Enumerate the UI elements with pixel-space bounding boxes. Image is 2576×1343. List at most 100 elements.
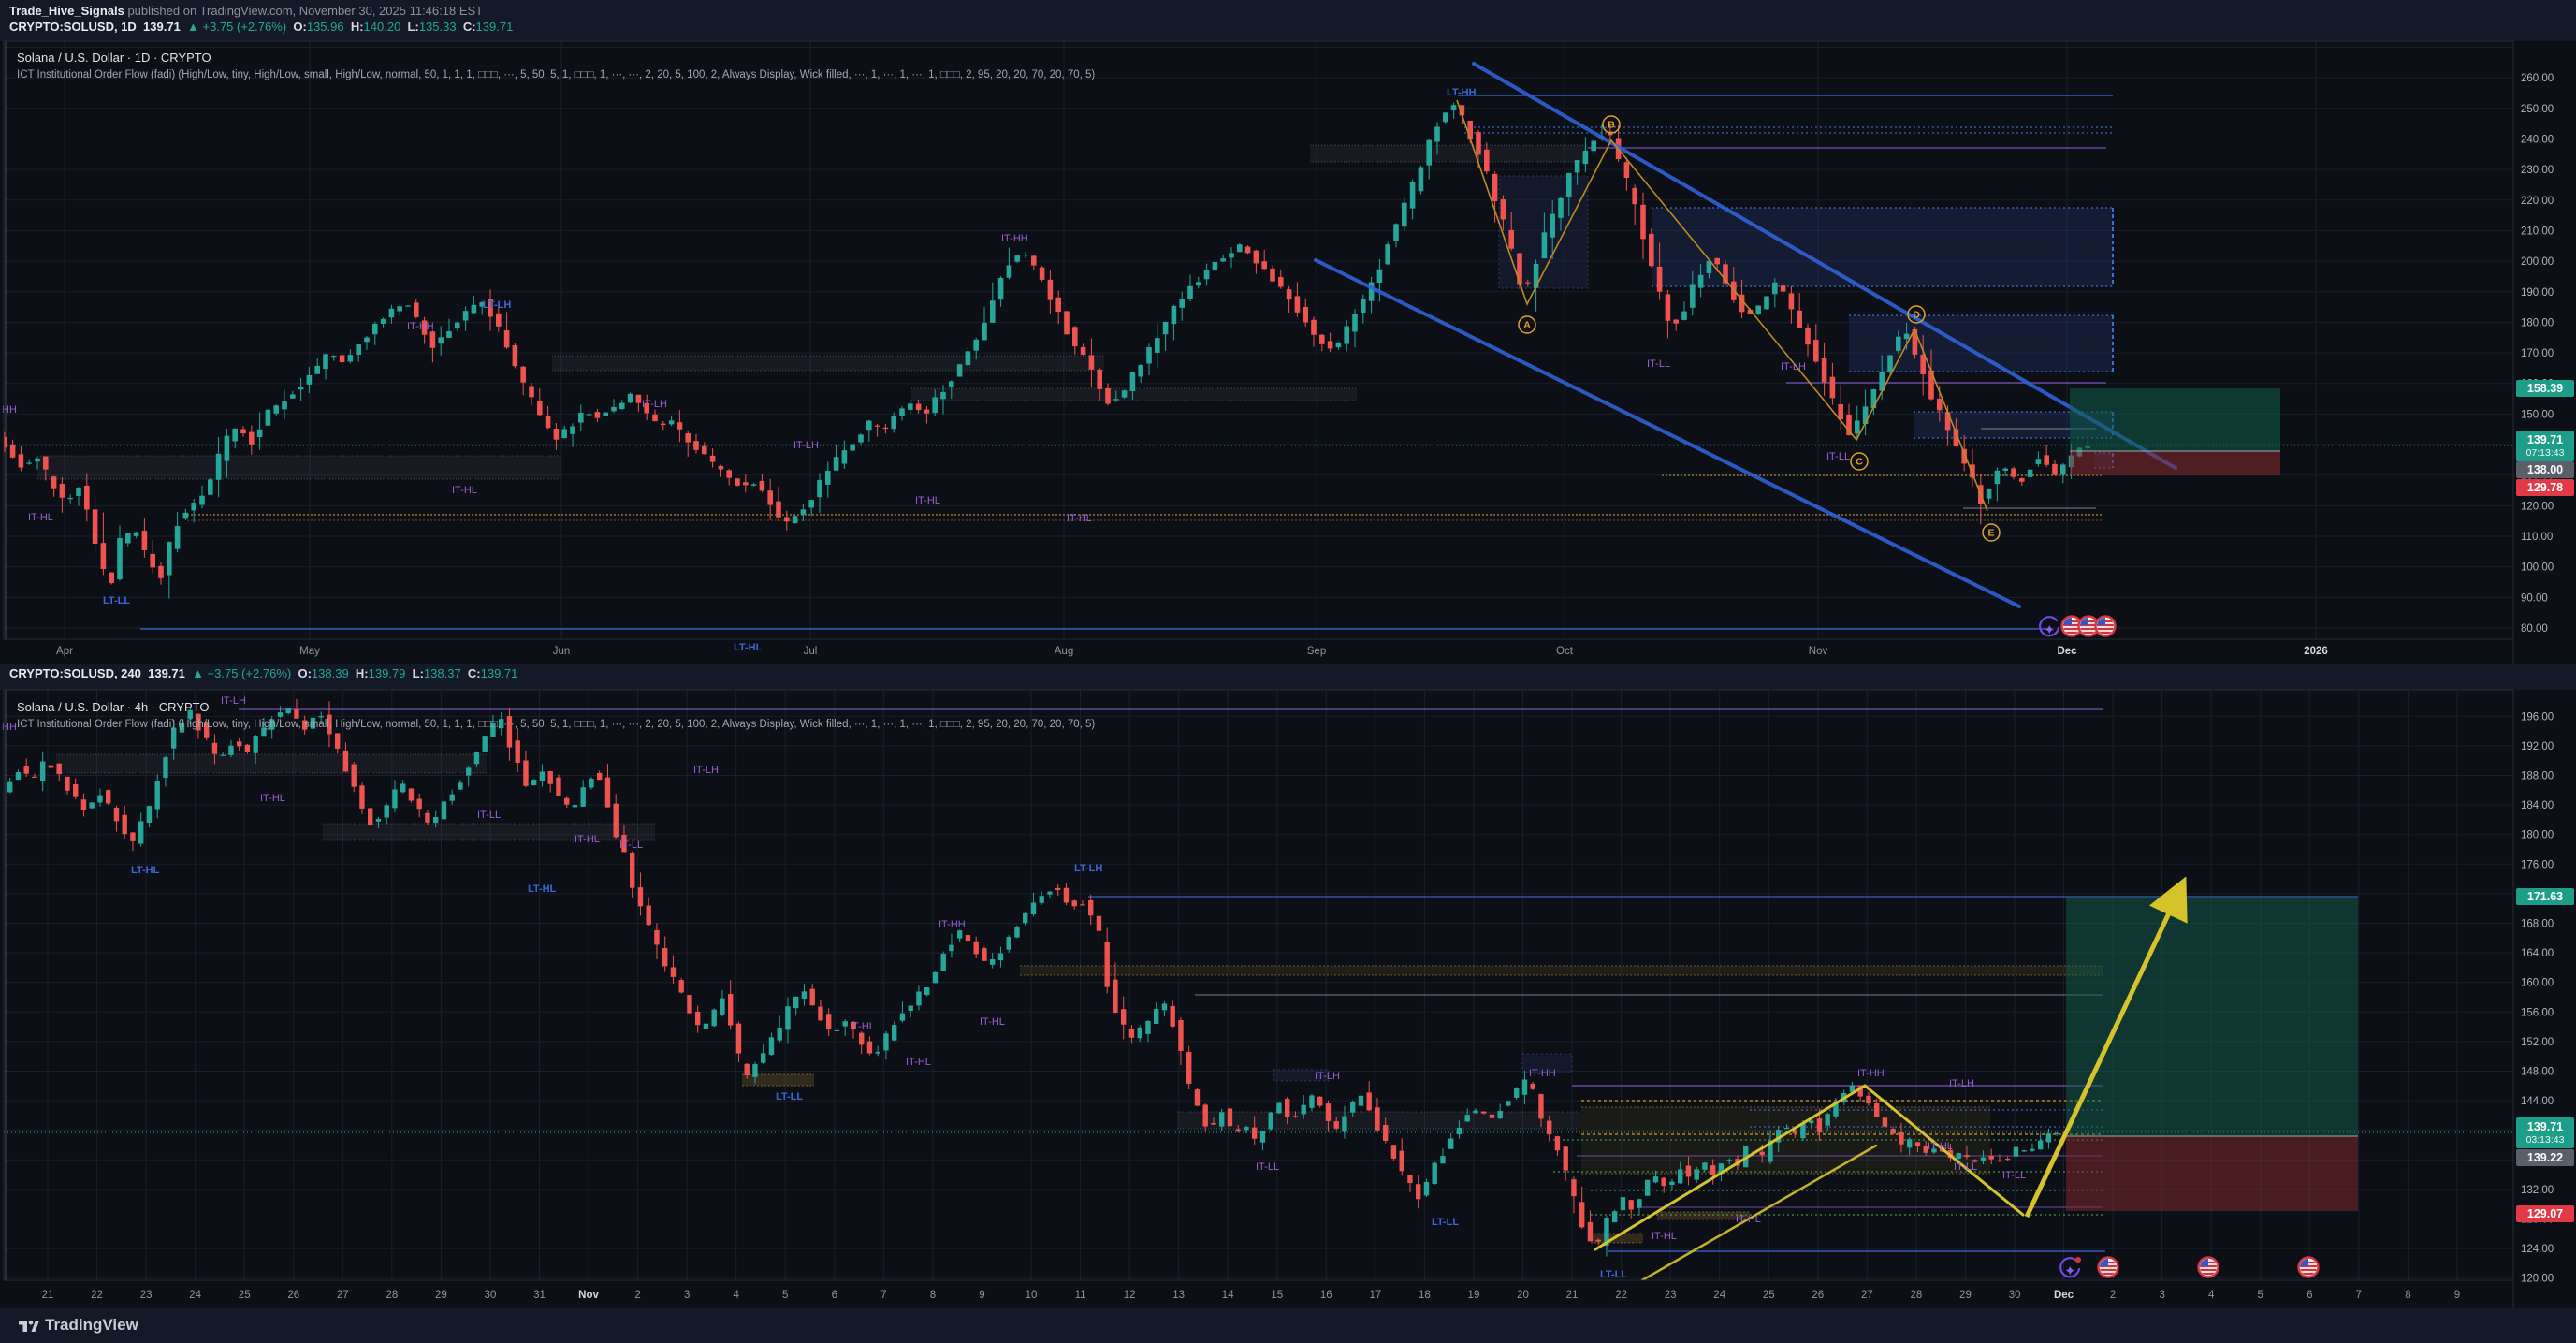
fvg-box[interactable] (1652, 207, 2114, 287)
svg-text:12: 12 (1124, 1290, 1136, 1301)
structure-label: IT-HH (939, 919, 966, 930)
wave-label-d[interactable]: D (1907, 305, 1926, 324)
pane-daily: A B C D E HH IT-HL IT-HH LT-LH IT-HL IT-LH LT-HL IT-… (0, 40, 2576, 664)
structure-label: IT-LL (1954, 1161, 1977, 1173)
structure-label: IT-HH (1001, 233, 1028, 244)
wave-label-b[interactable]: B (1602, 115, 1621, 134)
us-flag-event-icon[interactable] (2077, 615, 2100, 637)
svg-text:26: 26 (1812, 1290, 1824, 1301)
svg-text:8: 8 (930, 1290, 936, 1301)
indicator-line-4h[interactable]: ICT Institutional Order Flow (fadi) (Hig… (17, 719, 1096, 730)
svg-text:196.00: 196.00 (2521, 711, 2554, 723)
svg-text:171.63: 171.63 (2527, 890, 2563, 903)
orderflow-band[interactable] (552, 355, 1104, 372)
svg-text:23: 23 (140, 1290, 153, 1301)
candlestick-series (4, 102, 2090, 599)
orderflow-band[interactable] (323, 823, 655, 841)
price-badge: 129.78 (2516, 479, 2574, 496)
yellow-trend-line[interactable] (1594, 1084, 1867, 1251)
orderflow-band[interactable] (56, 753, 487, 774)
svg-text:27: 27 (337, 1290, 349, 1301)
publication-header: Trade_Hive_Signals published on TradingV… (9, 4, 483, 18)
dark-zone-box[interactable] (1273, 1069, 1330, 1082)
wave-label-a[interactable]: A (1518, 315, 1536, 334)
svg-text:29: 29 (435, 1290, 447, 1301)
orderblock-box[interactable] (1020, 965, 2103, 976)
stop-box[interactable] (2066, 1136, 2358, 1211)
structure-label: IT-HL (1736, 1214, 1761, 1225)
svg-text:22: 22 (1615, 1290, 1627, 1301)
candlestick-series (7, 698, 2059, 1257)
orderflow-band[interactable] (37, 455, 561, 480)
svg-text:30: 30 (485, 1290, 497, 1301)
symbol-daily[interactable]: CRYPTO:SOLUSD, 1D (9, 20, 137, 34)
svg-text:138.00: 138.00 (2527, 463, 2563, 476)
svg-text:164.00: 164.00 (2521, 948, 2554, 959)
svg-text:18: 18 (1419, 1290, 1431, 1301)
projection-arrow[interactable] (2024, 876, 2188, 1219)
svg-text:21: 21 (1566, 1290, 1579, 1301)
svg-text:23: 23 (1665, 1290, 1677, 1301)
us-flag-event-icon[interactable] (2097, 1256, 2119, 1278)
tradingview-brand[interactable]: TradingView (45, 1316, 138, 1334)
structure-label: LT-LL (776, 1091, 803, 1102)
us-flag-event-icon[interactable] (2094, 615, 2117, 637)
time-axis-daily[interactable]: Apr May Jun Jul Aug Sep Oct Nov Dec 2026 (56, 646, 2328, 657)
structure-label: IT-HL (1067, 513, 1092, 524)
structure-label: IT-LL (1826, 451, 1850, 462)
orderblock-box[interactable] (1581, 1106, 1990, 1175)
wave-label-e[interactable]: E (1982, 523, 2001, 542)
price-badge: 139.22 (2516, 1149, 2574, 1166)
indicator-line-daily[interactable]: ICT Institutional Order Flow (fadi) (Hig… (17, 69, 1096, 80)
us-flag-event-icon[interactable] (2297, 1256, 2320, 1278)
time-axis-h4[interactable]: 21 22 23 24 25 26 27 28 29 30 31 Nov 2 3 4 5 6 7 8 9 10 11 12 1… (42, 1290, 2461, 1301)
svg-text:5: 5 (2258, 1290, 2263, 1301)
pane-title-4h[interactable]: Solana / U.S. Dollar · 4h · CRYPTO (17, 700, 210, 714)
trend-channel-line[interactable] (1314, 258, 2021, 608)
svg-text:19: 19 (1468, 1290, 1480, 1301)
svg-text:184.00: 184.00 (2521, 800, 2554, 811)
structure-label: LT-HL (131, 865, 160, 876)
dark-zone-box[interactable] (1521, 1053, 1573, 1073)
orderflow-band[interactable] (1310, 144, 1588, 163)
structure-label: IT-HL (28, 512, 53, 523)
yellow-trend-line[interactable] (1640, 1144, 1878, 1280)
structure-label: IT-HL (260, 793, 285, 804)
target-box[interactable] (2070, 388, 2280, 451)
fvg-box[interactable] (1849, 314, 2114, 372)
author-link[interactable]: Trade_Hive_Signals (9, 4, 124, 18)
ai-sparkle-icon[interactable]: ✦ (2039, 616, 2060, 638)
svg-text:2: 2 (2110, 1290, 2116, 1301)
svg-text:158.39: 158.39 (2527, 382, 2563, 395)
svg-text:11: 11 (1075, 1290, 1086, 1301)
orderblock-box[interactable] (1657, 1211, 1750, 1220)
structure-label: LT-LL (103, 595, 130, 606)
structure-label: IT-HH (1529, 1068, 1556, 1079)
price-axis-h4[interactable]: 120.00124.00128.00132.00136.00140.00144.… (2516, 711, 2574, 1285)
svg-text:176.00: 176.00 (2521, 859, 2554, 870)
svg-text:2: 2 (634, 1290, 640, 1301)
target-box[interactable] (2066, 897, 2358, 1136)
svg-text:14: 14 (1222, 1290, 1234, 1301)
wave-zigzag[interactable] (1456, 99, 1988, 512)
ai-sparkle-icon[interactable]: ✦ (2059, 1257, 2081, 1279)
trend-channel-line[interactable] (1472, 62, 2177, 470)
dark-zone-box[interactable] (1498, 175, 1589, 289)
wave-label-c[interactable]: C (1850, 452, 1869, 471)
svg-text:120.00: 120.00 (2521, 1274, 2554, 1285)
orderblock-box[interactable] (1591, 1233, 1643, 1244)
price-axis-daily[interactable]: 80.0090.00100.00110.00120.00130.00140.00… (2516, 73, 2574, 635)
svg-text:Sep: Sep (1307, 646, 1326, 657)
svg-text:24: 24 (189, 1290, 201, 1301)
stop-box[interactable] (2070, 451, 2280, 475)
structure-label: IT-HH (407, 321, 434, 332)
pane-title-daily[interactable]: Solana / U.S. Dollar · 1D · CRYPTO (17, 51, 211, 65)
symbol-4h[interactable]: CRYPTO:SOLUSD, 240 (9, 666, 141, 680)
yellow-trend-line[interactable] (1863, 1084, 2025, 1217)
svg-text:170.00: 170.00 (2521, 348, 2554, 359)
structure-label: LT-HH (1447, 87, 1477, 98)
svg-text:9: 9 (2454, 1290, 2460, 1301)
svg-text:Apr: Apr (56, 646, 73, 657)
us-flag-event-icon[interactable] (2197, 1256, 2219, 1278)
